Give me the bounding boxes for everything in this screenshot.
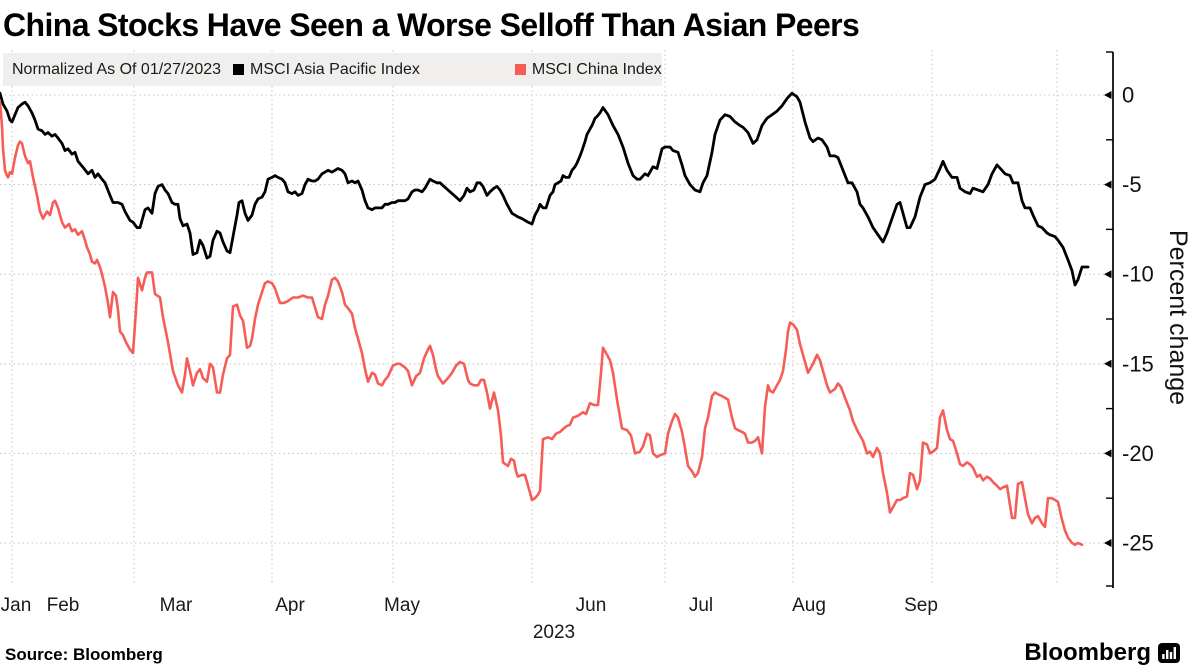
chart-title: China Stocks Have Seen a Worse Selloff T… bbox=[3, 7, 860, 43]
y-tick-label: -25 bbox=[1122, 531, 1154, 556]
x-tick-label: Apr bbox=[275, 595, 305, 616]
x-axis-labels: Jan Feb Mar Apr May Jun Jul Aug Sep 2023 bbox=[1, 595, 938, 643]
source-label: Source: bbox=[5, 645, 69, 664]
source-value: Bloomberg bbox=[73, 645, 163, 664]
legend-swatch-china bbox=[514, 64, 526, 75]
series-lines bbox=[0, 91, 1090, 547]
source-note: Source: Bloomberg bbox=[5, 645, 163, 665]
x-tick-label: Jul bbox=[689, 595, 713, 616]
bloomberg-chart-icon bbox=[1158, 643, 1180, 663]
y-major-tick bbox=[1104, 449, 1112, 458]
y-tick-label: -10 bbox=[1122, 262, 1154, 287]
x-tick-label: Sep bbox=[904, 595, 938, 616]
x-tick-label: Mar bbox=[160, 595, 193, 616]
legend-label-china: MSCI China Index bbox=[531, 60, 662, 78]
y-major-tick bbox=[1104, 539, 1112, 547]
bloomberg-logo: Bloomberg bbox=[1024, 639, 1180, 667]
legend-item-asia-pacific: MSCI Asia Pacific Index bbox=[233, 61, 420, 79]
legend-label-asia-pacific: MSCI Asia Pacific Index bbox=[250, 60, 420, 78]
y-major-tick bbox=[1104, 270, 1112, 279]
x-axis-year-label: 2023 bbox=[533, 622, 575, 643]
x-tick-label: Aug bbox=[792, 595, 826, 616]
gridlines bbox=[0, 50, 1113, 585]
series-line-msci-china bbox=[0, 100, 1084, 547]
y-tick-label: -20 bbox=[1122, 441, 1154, 466]
x-tick-label: Feb bbox=[47, 595, 80, 616]
x-tick-label: Jun bbox=[576, 595, 607, 616]
legend-item-china: MSCI China Index bbox=[514, 60, 662, 79]
bloomberg-wordmark: Bloomberg bbox=[1024, 639, 1151, 666]
y-tick-label: -15 bbox=[1122, 351, 1154, 376]
legend-swatch-asia-pacific bbox=[233, 64, 245, 75]
y-tick-label: 0 bbox=[1122, 83, 1134, 108]
legend-note: Normalized As Of 01/27/2023 bbox=[12, 60, 222, 78]
y-major-tick bbox=[1104, 359, 1112, 368]
x-tick-label: May bbox=[384, 595, 420, 616]
y-major-tick bbox=[1104, 91, 1112, 99]
y-axis-title: Percent change bbox=[1164, 230, 1190, 405]
series-line-msci-asia-pacific bbox=[0, 91, 1090, 287]
y-tick-label: -5 bbox=[1122, 172, 1142, 197]
y-major-tick bbox=[1104, 180, 1112, 189]
x-tick-label: Jan bbox=[1, 595, 32, 616]
y-axis: 0 -5 -10 -15 -20 -25 Percent change bbox=[1104, 51, 1190, 588]
legend: Normalized As Of 01/27/2023 MSCI Asia Pa… bbox=[3, 53, 662, 86]
